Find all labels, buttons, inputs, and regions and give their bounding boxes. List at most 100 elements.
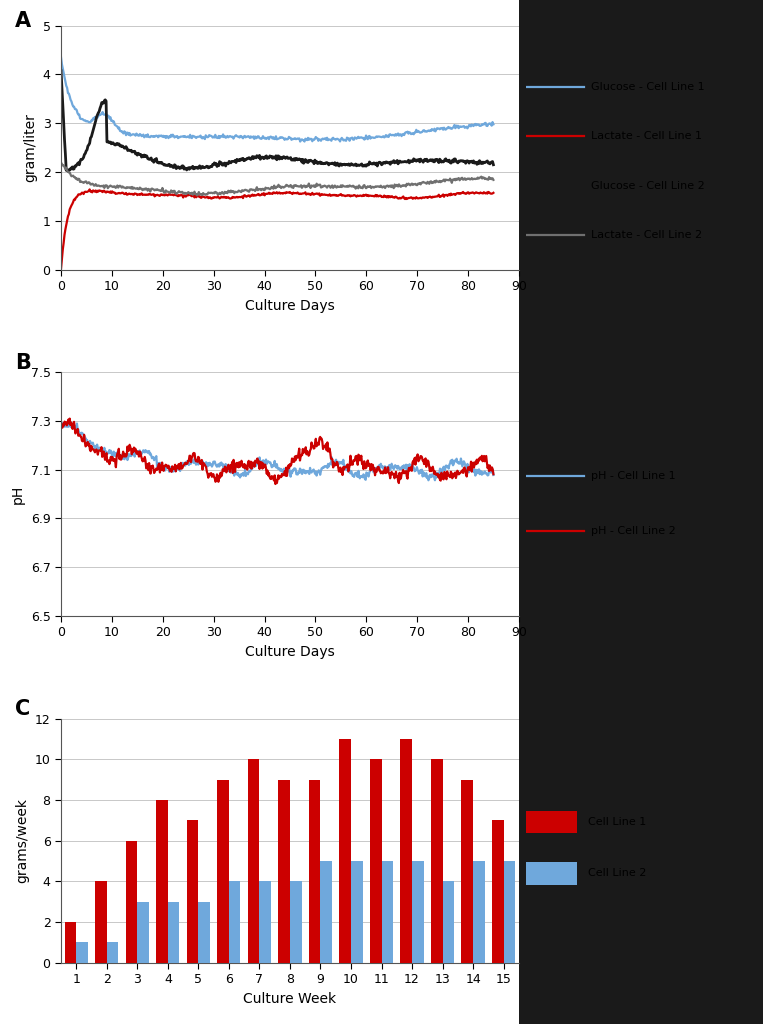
X-axis label: Culture Days: Culture Days [245,645,335,659]
Bar [526,862,577,885]
Text: B: B [15,352,31,373]
Bar [137,901,149,963]
Bar [382,861,393,963]
Lactate - Cell Line 1 [412,191,421,204]
Bar [431,759,443,963]
Glucose - Cell Line 1 [56,51,66,63]
Y-axis label: gram/liter: gram/liter [23,114,37,182]
Y-axis label: pH: pH [11,484,25,504]
Text: Lactate - Cell Line 1: Lactate - Cell Line 1 [591,131,701,141]
Lactate - Cell Line 1 [489,186,498,199]
pH - Cell Line 1 [169,466,178,478]
Text: Cell Line 2: Cell Line 2 [588,868,647,879]
Bar [462,779,473,963]
Bar [217,779,229,963]
Glucose - Cell Line 2 [412,155,421,167]
pH - Cell Line 1 [346,467,355,479]
Bar [504,861,515,963]
pH - Cell Line 2 [384,461,393,473]
Glucose - Cell Line 1 [412,124,421,136]
pH - Cell Line 2 [271,478,280,490]
Glucose - Cell Line 2 [56,65,66,77]
Line: Glucose - Cell Line 1: Glucose - Cell Line 1 [61,57,494,141]
Lactate - Cell Line 2 [291,179,301,191]
Bar [248,759,259,963]
Glucose - Cell Line 1 [314,133,324,145]
Text: pH - Cell Line 1: pH - Cell Line 1 [591,471,675,481]
Text: Glucose - Cell Line 2: Glucose - Cell Line 2 [591,181,704,190]
Text: C: C [15,699,31,719]
Line: Glucose - Cell Line 2: Glucose - Cell Line 2 [61,71,494,171]
Lactate - Cell Line 1 [291,187,301,200]
Glucose - Cell Line 1 [479,119,488,131]
Bar [229,882,240,963]
Lactate - Cell Line 2 [314,179,324,191]
X-axis label: Culture Days: Culture Days [245,299,335,312]
Bar [187,820,198,963]
Glucose - Cell Line 1 [291,132,300,144]
Bar [95,882,107,963]
Glucose - Cell Line 1 [265,133,274,145]
Glucose - Cell Line 1 [262,133,271,145]
Line: pH - Cell Line 2: pH - Cell Line 2 [61,419,494,484]
Bar [107,942,118,963]
Lactate - Cell Line 2 [266,183,275,196]
Line: Lactate - Cell Line 2: Lactate - Cell Line 2 [61,163,494,196]
Glucose - Cell Line 2 [63,165,72,177]
pH - Cell Line 2 [169,463,178,475]
Lactate - Cell Line 2 [262,182,272,195]
Bar [401,739,412,963]
Bar [370,759,382,963]
Glucose - Cell Line 2 [262,153,272,165]
pH - Cell Line 1 [424,474,433,486]
Lactate - Cell Line 2 [479,171,488,183]
Lactate - Cell Line 2 [192,189,201,202]
Text: Cell Line 1: Cell Line 1 [588,817,646,826]
pH - Cell Line 2 [56,422,66,434]
Glucose - Cell Line 2 [266,150,275,162]
Bar [340,739,351,963]
Glucose - Cell Line 1 [489,118,498,130]
Bar [168,901,179,963]
Text: pH - Cell Line 2: pH - Cell Line 2 [591,526,675,537]
Y-axis label: grams/week: grams/week [15,798,29,883]
Lactate - Cell Line 1 [479,186,488,199]
pH - Cell Line 2 [313,437,322,450]
Bar [65,922,76,963]
Lactate - Cell Line 1 [56,262,66,274]
Bar [126,841,137,963]
Glucose - Cell Line 2 [489,159,498,171]
Bar [156,800,168,963]
Bar [412,861,423,963]
Bar [351,861,362,963]
pH - Cell Line 2 [134,447,143,460]
pH - Cell Line 2 [346,459,356,471]
pH - Cell Line 2 [489,468,498,480]
Lactate - Cell Line 1 [262,187,272,200]
pH - Cell Line 2 [253,453,262,465]
pH - Cell Line 1 [312,469,321,481]
Bar [309,779,320,963]
pH - Cell Line 2 [65,413,74,425]
Bar [290,882,301,963]
Glucose - Cell Line 2 [479,156,488,168]
pH - Cell Line 1 [134,445,143,458]
Glucose - Cell Line 2 [314,157,324,169]
Bar [526,811,577,833]
Lactate - Cell Line 2 [489,174,498,186]
Lactate - Cell Line 2 [56,157,66,169]
Bar [198,901,210,963]
pH - Cell Line 1 [56,419,66,431]
pH - Cell Line 1 [489,469,498,481]
Bar [443,882,454,963]
Text: Lactate - Cell Line 2: Lactate - Cell Line 2 [591,230,702,241]
pH - Cell Line 1 [253,458,262,470]
Bar [259,882,271,963]
Lactate - Cell Line 1 [266,187,275,200]
Lactate - Cell Line 1 [85,183,94,196]
Bar [492,820,504,963]
Lactate - Cell Line 1 [314,187,324,200]
pH - Cell Line 1 [65,416,74,428]
Text: Glucose - Cell Line 1: Glucose - Cell Line 1 [591,82,704,91]
Glucose - Cell Line 2 [291,153,301,165]
